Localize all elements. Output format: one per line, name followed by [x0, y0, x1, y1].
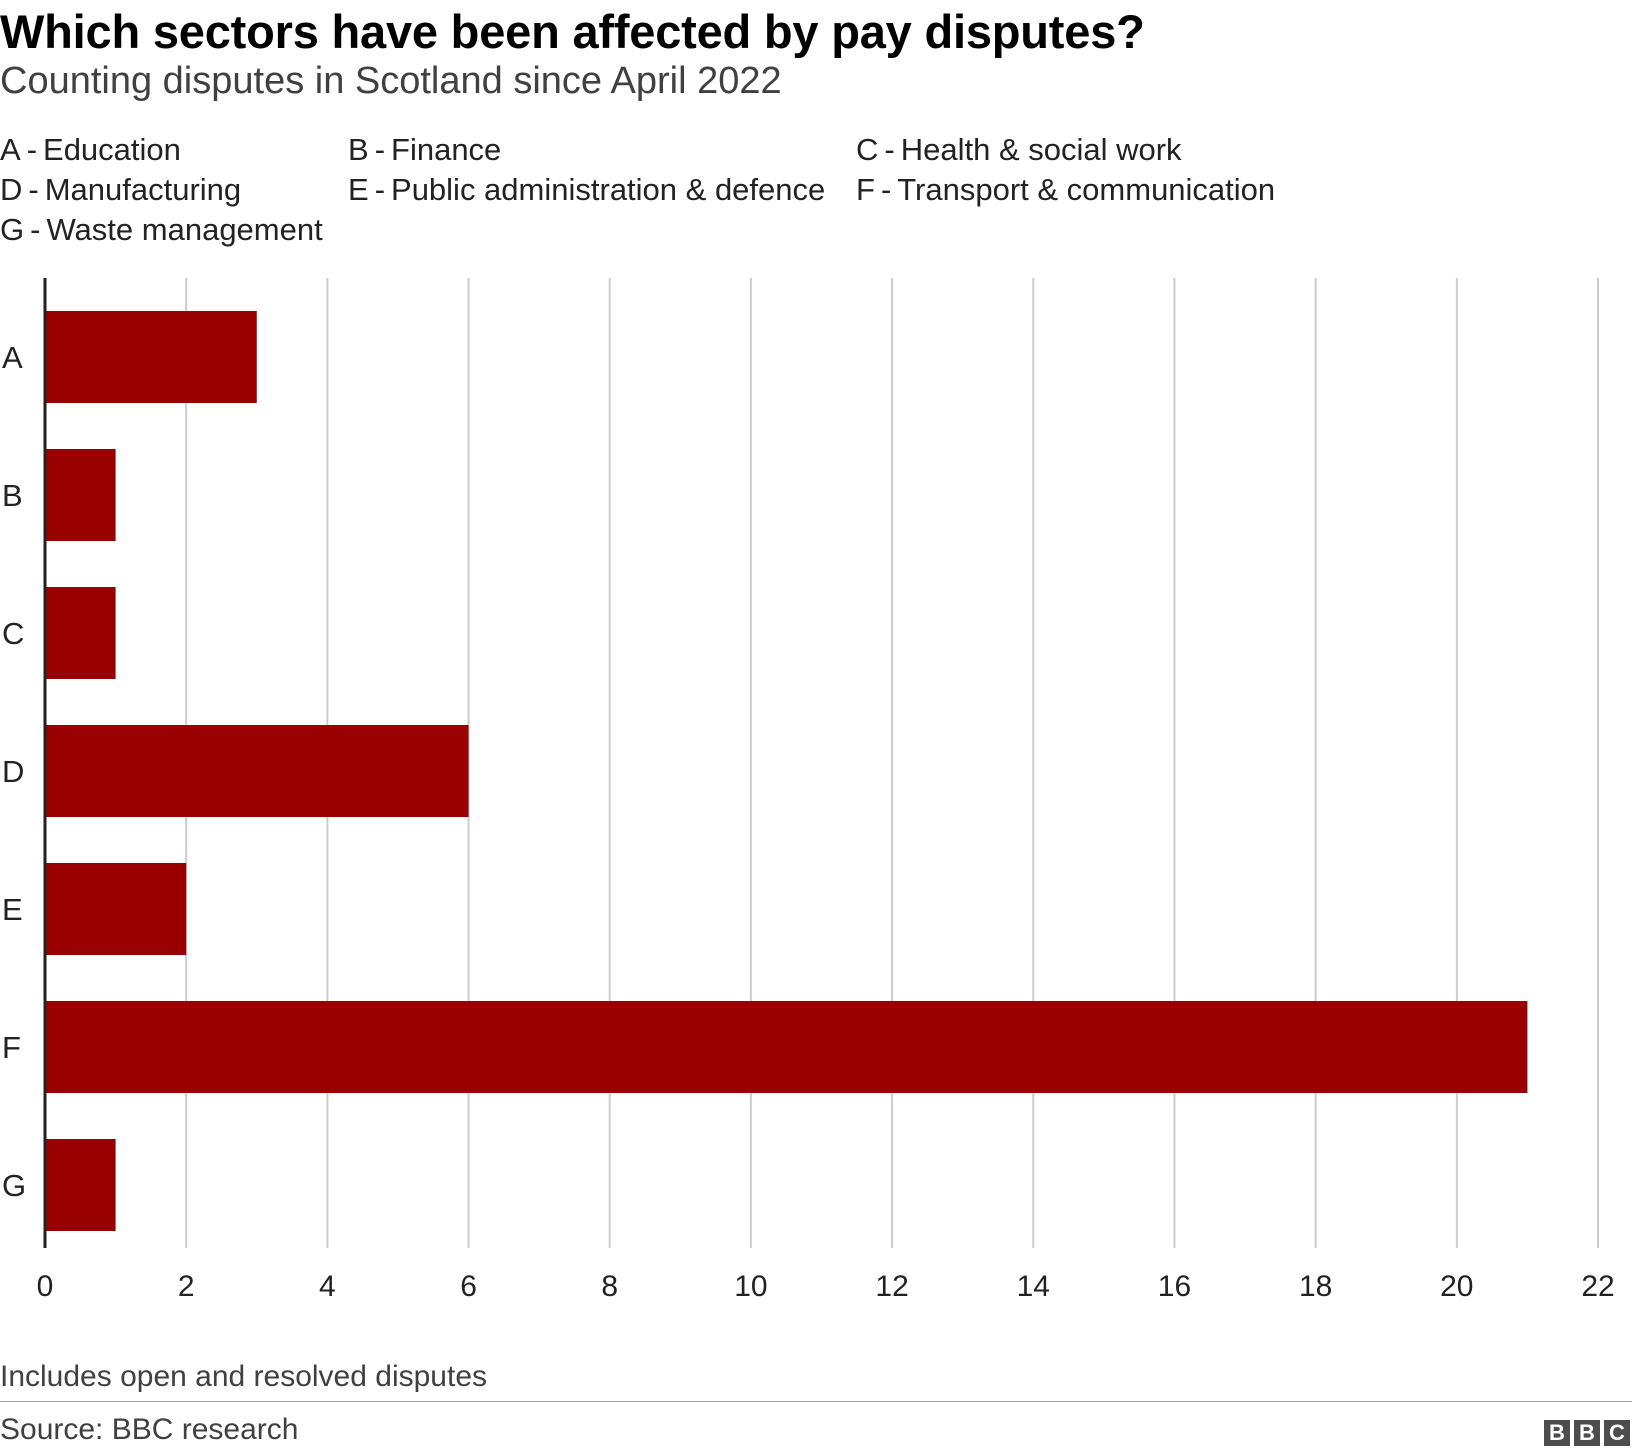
legend-label: Health & social work: [900, 132, 1182, 167]
bar-d: [45, 725, 469, 817]
x-tick-label: 10: [734, 1270, 767, 1303]
legend-label: Finance: [391, 132, 502, 167]
category-label: A: [2, 340, 23, 375]
bar-b: [45, 449, 116, 541]
footer-divider: [0, 1401, 1632, 1402]
legend-code: F: [856, 172, 875, 207]
bar-a: [45, 311, 257, 403]
legend-item-d: D - Manufacturing: [0, 172, 241, 208]
x-tick-label: 22: [1581, 1270, 1614, 1303]
legend-code: B: [348, 132, 369, 167]
legend-item-a: A - Education: [0, 132, 181, 168]
x-tick-label: 0: [37, 1270, 54, 1303]
legend-label: Manufacturing: [44, 172, 242, 207]
legend-separator: -: [880, 172, 892, 207]
chart-title: Which sectors have been affected by pay …: [0, 5, 1145, 58]
x-tick-label: 18: [1299, 1270, 1332, 1303]
bbc-logo-letter: C: [1604, 1420, 1630, 1446]
legend-code: A: [0, 132, 21, 167]
bbc-logo: B B C: [1544, 1420, 1630, 1446]
x-tick-label: 20: [1440, 1270, 1473, 1303]
bar-g: [45, 1139, 116, 1231]
x-tick-label: 16: [1158, 1270, 1191, 1303]
legend-separator: -: [374, 172, 386, 207]
legend-separator: -: [884, 132, 895, 167]
legend-code: E: [348, 172, 369, 207]
chart-subtitle: Counting disputes in Scotland since Apri…: [0, 60, 782, 102]
legend-item-g: G - Waste management: [0, 212, 323, 248]
legend-label: Waste management: [46, 212, 323, 247]
legend-code: C: [856, 132, 879, 167]
legend-label: Education: [43, 132, 181, 167]
category-label: C: [2, 616, 24, 651]
category-label: B: [2, 478, 23, 513]
x-tick-label: 8: [601, 1270, 618, 1303]
sector-legend: A - Education B - Finance C - Health & social …: [0, 132, 1400, 262]
category-label: G: [2, 1168, 26, 1203]
x-tick-label: 4: [319, 1270, 336, 1303]
legend-item-f: F - Transport & communication: [856, 172, 1275, 208]
x-tick-label: 12: [875, 1270, 908, 1303]
x-tick-label: 2: [178, 1270, 195, 1303]
bar-c: [45, 587, 116, 679]
bar-chart: 0246810121416182022ABCDEFGNumber of disp…: [2, 278, 1615, 1303]
legend-label: Transport & communication: [897, 172, 1276, 207]
category-label: F: [2, 1030, 21, 1065]
bar-e: [45, 863, 187, 955]
x-tick-label: 14: [1017, 1270, 1050, 1303]
category-label: E: [2, 892, 23, 927]
legend-item-b: B - Finance: [348, 132, 501, 168]
legend-code: D: [0, 172, 23, 207]
bbc-logo-letter: B: [1574, 1420, 1600, 1446]
legend-label: Public administration & defence: [391, 172, 826, 207]
bbc-logo-letter: B: [1544, 1420, 1570, 1446]
legend-separator: -: [30, 212, 41, 247]
legend-separator: -: [374, 132, 386, 167]
legend-separator: -: [28, 172, 39, 207]
legend-item-e: E - Public administration & defence: [348, 172, 825, 208]
legend-separator: -: [26, 132, 38, 167]
bar-f: [45, 1001, 1528, 1093]
legend-code: G: [0, 212, 25, 247]
legend-item-c: C - Health & social work: [856, 132, 1182, 168]
x-tick-label: 6: [460, 1270, 477, 1303]
category-label: D: [2, 754, 24, 789]
chart-note: Includes open and resolved disputes: [0, 1360, 488, 1393]
source-text: Source: BBC research: [0, 1413, 299, 1446]
